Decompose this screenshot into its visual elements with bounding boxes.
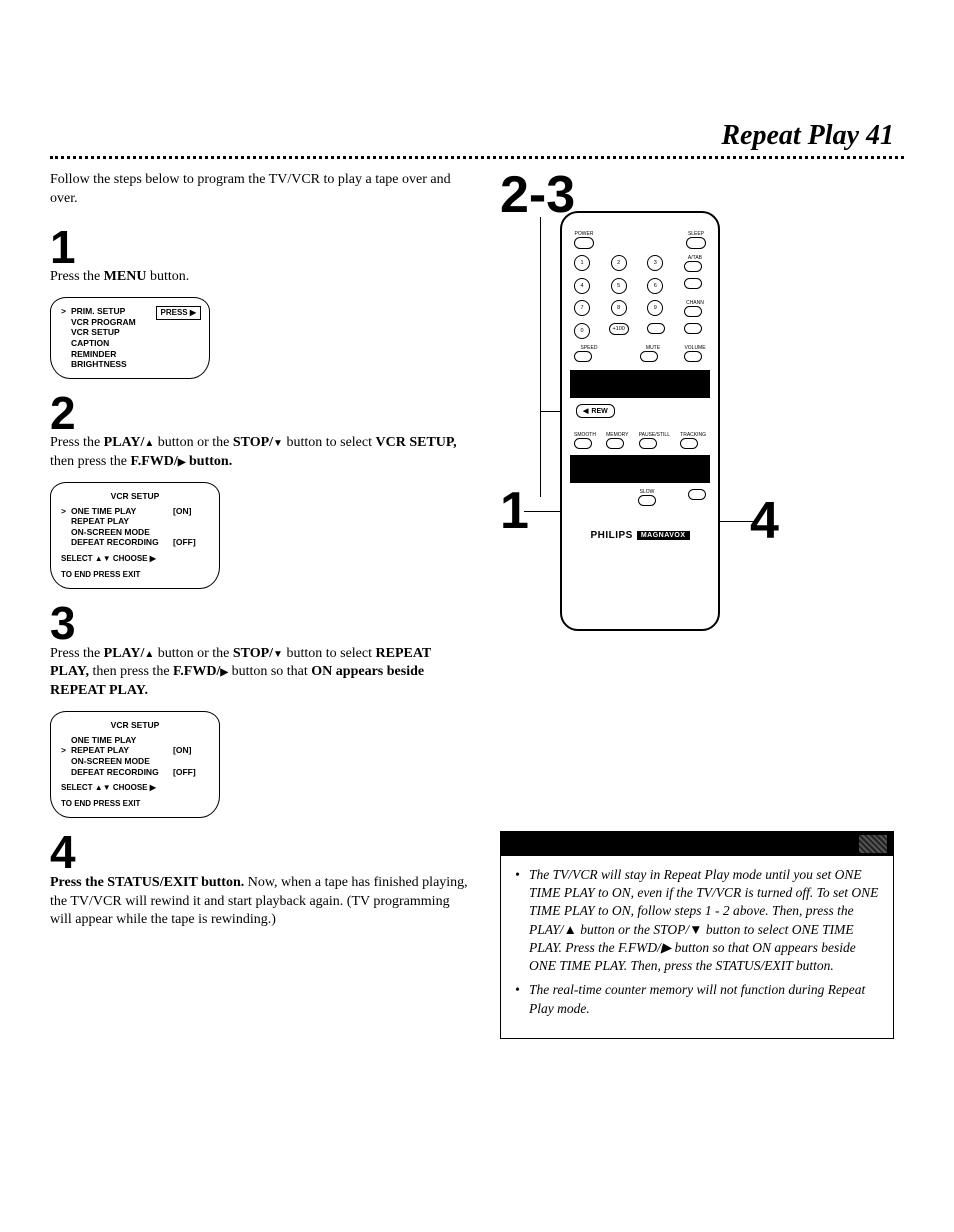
vol-up2-icon	[684, 323, 702, 334]
atab-button-icon	[684, 261, 702, 272]
vol-up-icon	[647, 323, 665, 334]
vol-down-icon	[684, 351, 702, 362]
screen-3: VCR SETUP ONE TIME PLAY >REPEAT PLAY[ON]…	[50, 711, 220, 818]
mute-button-icon	[640, 351, 658, 362]
step-1-number: 1	[50, 227, 470, 268]
smooth-button-icon	[574, 438, 592, 449]
digit-3-icon: 3	[647, 255, 663, 271]
track-down-icon	[688, 489, 706, 500]
step-2-text: Press the PLAY/▲ button or the STOP/▼ bu…	[50, 434, 470, 472]
digit-0-icon: 0	[574, 323, 590, 339]
digit-9-icon: 9	[647, 300, 663, 316]
digit-4-icon: 4	[574, 278, 590, 294]
tip-item: The real-time counter memory will not fu…	[515, 981, 879, 1017]
step-4-number: 4	[50, 832, 470, 873]
page-title: Repeat Play 41	[50, 120, 904, 152]
instructions-column: Follow the steps below to program the TV…	[50, 171, 470, 940]
intro-text: Follow the steps below to program the TV…	[50, 171, 470, 209]
chan-up-icon	[684, 278, 702, 289]
step-4-text: Press the STATUS/EXIT button. Now, when …	[50, 874, 470, 931]
plus100-icon: +100	[609, 323, 629, 335]
title-prefix: Repeat Play	[721, 120, 859, 151]
dotted-rule	[50, 156, 904, 159]
rew-button-icon: ◀REW	[576, 404, 615, 418]
digit-1-icon: 1	[574, 255, 590, 271]
tip-item: The TV/VCR will stay in Repeat Play mode…	[515, 866, 879, 975]
speed-button-icon	[574, 351, 592, 362]
remote-illustration: POWER SLEEP 1 2 3 A/TAB 4 5 6	[560, 211, 720, 631]
screen-1: PRESS ▶ >PRIM. SETUP VCR PROGRAM VCR SET…	[50, 297, 210, 379]
power-button-icon	[574, 237, 594, 249]
transport-panel-icon: ◀REW	[570, 370, 710, 398]
leader-line	[540, 217, 541, 497]
decorative-smudge-icon	[859, 835, 887, 853]
digit-2-icon: 2	[611, 255, 627, 271]
chan-down-icon	[684, 306, 702, 317]
step-2-number: 2	[50, 393, 470, 434]
sleep-button-icon	[686, 237, 706, 249]
tips-header	[501, 832, 893, 856]
digit-8-icon: 8	[611, 300, 627, 316]
callout-4: 4	[750, 491, 779, 551]
track-up-icon	[680, 438, 698, 449]
screen-2: VCR SETUP >ONE TIME PLAY[ON] REPEAT PLAY…	[50, 482, 220, 589]
digit-7-icon: 7	[574, 300, 590, 316]
menu-panel-icon	[570, 455, 710, 483]
slow-button-icon	[638, 495, 656, 506]
tips-box: The TV/VCR will stay in Repeat Play mode…	[500, 831, 894, 1039]
memory-button-icon	[606, 438, 624, 449]
step-1-text: Press the MENU button.	[50, 268, 470, 287]
digit-5-icon: 5	[611, 278, 627, 294]
title-number: 41	[866, 120, 894, 151]
pause-button-icon	[639, 438, 657, 449]
illustration-column: 2-3 1 4 POWER SLEEP 1 2 3 A/TAB	[500, 171, 904, 940]
digit-6-icon: 6	[647, 278, 663, 294]
press-tag: PRESS ▶	[156, 306, 202, 320]
step-3-text: Press the PLAY/▲ button or the STOP/▼ bu…	[50, 645, 470, 702]
step-3-number: 3	[50, 603, 470, 644]
remote-brand: PHILIPSMAGNAVOX	[574, 530, 706, 541]
